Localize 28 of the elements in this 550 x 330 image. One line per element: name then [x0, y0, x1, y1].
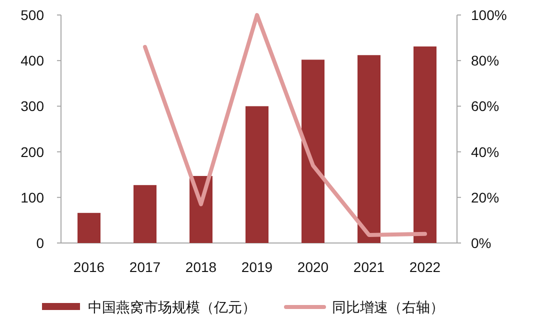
y-tick-label: 300 [20, 98, 44, 114]
y2-tick-label: 20% [471, 189, 500, 206]
x-tick-label: 2022 [409, 259, 441, 275]
y2-tick-label: 0% [471, 235, 492, 251]
x-tick-label: 2019 [241, 259, 273, 275]
line-series [143, 13, 427, 238]
bar [358, 55, 380, 243]
legend-label: 同比增速（右轴） [332, 299, 444, 315]
y-tick-label: 400 [20, 52, 44, 69]
y2-tick-label: 60% [471, 98, 500, 114]
y2-tick-label: 100% [471, 7, 507, 23]
x-tick-label: 2020 [297, 259, 329, 275]
bar [302, 60, 324, 243]
bar [134, 185, 156, 243]
y-tick-label: 0 [36, 235, 44, 251]
y2-tick-label: 40% [471, 144, 500, 160]
x-tick-label: 2016 [73, 259, 105, 275]
bar [414, 46, 436, 243]
y2-tick-label: 80% [471, 52, 500, 69]
y-tick-label: 100 [20, 189, 44, 206]
x-tick-label: 2021 [353, 259, 385, 275]
bar [78, 212, 100, 243]
legend-label: 中国燕窝市场规模（亿元） [88, 299, 256, 315]
y-tick-label: 500 [20, 7, 44, 23]
bar [246, 106, 268, 243]
x-tick-label: 2017 [129, 259, 161, 275]
x-tick-label: 2018 [185, 259, 217, 275]
y-tick-label: 200 [20, 144, 44, 160]
